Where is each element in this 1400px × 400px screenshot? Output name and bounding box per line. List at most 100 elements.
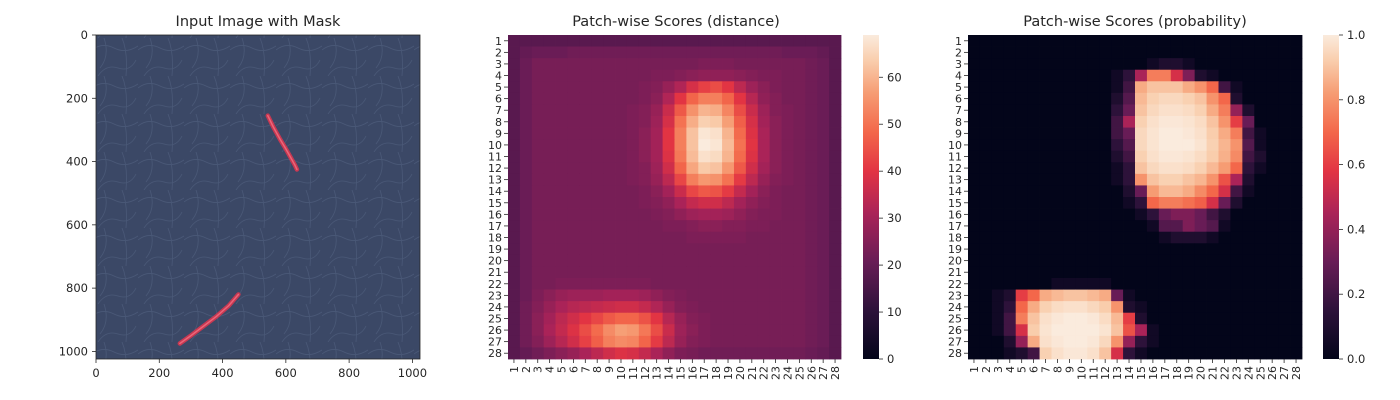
heatmap-cell <box>1003 301 1017 314</box>
heatmap-cell <box>519 289 533 302</box>
heatmap-cell <box>769 35 782 47</box>
heatmap-cell <box>638 185 652 198</box>
heatmap-cell <box>1111 92 1124 105</box>
heatmap-cell <box>1170 231 1184 244</box>
heatmap-cell <box>817 335 830 348</box>
heatmap-cell <box>781 127 794 140</box>
heatmap-cell <box>1242 35 1255 47</box>
heatmap-cell <box>1206 127 1219 140</box>
heatmap-cell <box>1063 301 1076 314</box>
heatmap-cell <box>650 92 664 105</box>
heatmap-cell <box>1087 35 1100 47</box>
heatmap-cell <box>1099 312 1112 325</box>
heatmap-cell <box>1254 185 1267 198</box>
heatmap-cell <box>567 46 580 59</box>
heatmap-cell <box>991 46 1005 59</box>
heatmap-cell <box>1170 324 1184 337</box>
heatmap-cell <box>1027 58 1040 71</box>
heatmap-cell <box>1206 46 1219 59</box>
heatmap-cell <box>1015 312 1029 325</box>
heatmap-cell <box>579 243 592 256</box>
heatmap-cell <box>817 197 830 209</box>
heatmap-cell <box>769 127 782 140</box>
heatmap-cell <box>1182 335 1196 348</box>
heatmap-cell <box>1170 127 1184 140</box>
heatmap-cell <box>638 312 652 325</box>
heatmap-cell <box>686 278 699 290</box>
heatmap-cell <box>710 116 723 128</box>
heatmap-cell <box>650 81 664 94</box>
heatmap-cell <box>579 104 592 117</box>
heatmap-cell <box>1206 69 1219 82</box>
heatmap-cell <box>1158 335 1172 348</box>
heatmap-cell <box>626 254 640 267</box>
heatmap-cell <box>968 301 981 314</box>
heatmap-cell <box>722 243 735 256</box>
heatmap-cell <box>686 324 699 337</box>
heatmap-cell <box>591 301 604 314</box>
heatmap-cell <box>591 58 604 71</box>
heatmap-cell <box>1015 35 1029 47</box>
heatmap-cell <box>1051 127 1064 140</box>
heatmap-cell <box>1135 324 1148 337</box>
heatmap-cell <box>1218 58 1231 71</box>
heatmap-cell <box>1075 278 1088 290</box>
heatmap-cell <box>508 254 521 267</box>
heatmap-cell <box>603 139 616 152</box>
heatmap-cell <box>793 335 806 348</box>
heatmap-cell <box>733 46 747 59</box>
heatmap-cell <box>508 139 521 152</box>
heatmap-cell <box>1075 173 1088 186</box>
heatmap-cell <box>650 220 664 233</box>
heatmap-cell <box>1182 301 1196 314</box>
heatmap-cell <box>979 197 993 209</box>
y-tick-label: 17 <box>948 220 962 233</box>
heatmap-cell <box>1099 173 1112 186</box>
heatmap-cell <box>1218 347 1231 360</box>
heatmap-cell <box>638 335 652 348</box>
heatmap-cell <box>1123 243 1136 256</box>
heatmap-cell <box>1170 162 1184 175</box>
heatmap-cell <box>817 69 830 82</box>
heatmap-cell <box>1242 81 1255 94</box>
heatmap-cell <box>745 139 759 152</box>
heatmap-cell <box>543 312 556 325</box>
heatmap-cell <box>531 208 545 221</box>
heatmap-cell <box>1290 289 1303 302</box>
heatmap-cell <box>745 243 759 256</box>
heatmap-cell <box>543 139 556 152</box>
heatmap-cell <box>979 324 993 337</box>
heatmap-cell <box>1027 220 1040 233</box>
heatmap-cell <box>1003 150 1017 163</box>
heatmap-cell <box>1170 266 1184 279</box>
heatmap-cell <box>1170 150 1184 163</box>
y-tick-label: 20 <box>948 255 962 268</box>
heatmap-cell <box>733 324 747 337</box>
heatmap-cell <box>829 58 842 71</box>
heatmap-cell <box>1182 254 1196 267</box>
heatmap-cell <box>1170 254 1184 267</box>
heatmap-cell <box>1266 81 1279 94</box>
y-tick-label: 27 <box>948 336 962 349</box>
heatmap-cell <box>674 185 687 198</box>
heatmap-cell <box>1194 243 1207 256</box>
heatmap-cell <box>781 208 794 221</box>
heatmap-cell <box>733 301 747 314</box>
x-tick-label: 8 <box>1051 366 1064 373</box>
x-tick-label: 20 <box>734 366 747 380</box>
heatmap-cell <box>567 312 580 325</box>
heatmap-cell <box>1242 278 1255 290</box>
heatmap-cell <box>745 301 759 314</box>
heatmap-cell <box>991 185 1005 198</box>
heatmap-cell <box>519 35 533 47</box>
image-frame <box>95 34 421 360</box>
heatmap-cell <box>1218 301 1231 314</box>
heatmap-cell <box>555 116 568 128</box>
heatmap-cell <box>979 266 993 279</box>
heatmap-cell <box>1027 104 1040 117</box>
heatmap-cell <box>603 58 616 71</box>
heatmap-cell <box>543 150 556 163</box>
heatmap-cell <box>829 220 842 233</box>
heatmap-cell <box>710 81 723 94</box>
heatmap-cell <box>1194 116 1207 128</box>
